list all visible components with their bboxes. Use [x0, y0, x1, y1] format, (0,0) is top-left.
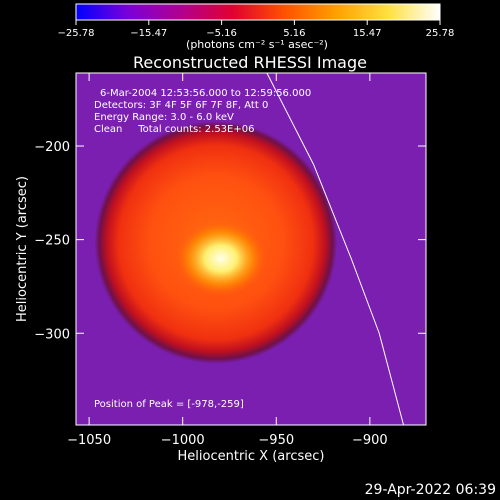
x-tick-label: −1050	[67, 433, 111, 448]
annotation-peak: Position of Peak = [-978,-259]	[94, 399, 244, 410]
x-axis-label: Heliocentric X (arcsec)	[178, 449, 325, 464]
chart-title: Reconstructed RHESSI Image	[133, 53, 367, 72]
colorbar	[75, 3, 441, 21]
colorbar-unit-label: (photons cm⁻² s⁻¹ asec⁻²)	[186, 38, 328, 51]
colorbar-tick-label: 5.16	[283, 28, 305, 39]
y-tick-label: −250	[34, 234, 70, 249]
annotation-energy: Energy Range: 3.0 - 6.0 keV	[94, 112, 234, 123]
footer-timestamp: 29-Apr-2022 06:39	[364, 482, 496, 498]
annotation-detectors: Detectors: 3F 4F 5F 6F 7F 8F, Att 0	[94, 100, 268, 111]
emission-peak	[174, 220, 267, 297]
annotation-time-range: 6-Mar-2004 12:53:56.000 to 12:59:56.000	[100, 88, 311, 99]
colorbar-tick-label: −15.47	[130, 28, 167, 39]
x-axis-ticks: −1050 −1000 −950 −900	[67, 73, 388, 448]
colorbar-tick-label: 25.78	[426, 28, 455, 39]
y-tick-label: −200	[34, 140, 70, 155]
x-tick-label: −950	[258, 433, 294, 448]
plot-frame	[75, 72, 427, 426]
solar-limb-line	[266, 73, 405, 425]
y-axis-ticks: −200 −250 −300	[34, 140, 426, 342]
colorbar-tick-label: −5.16	[206, 28, 237, 39]
colorbar-ticks: −25.78 −15.47 −5.16 5.16 15.47 25.78	[57, 20, 454, 39]
x-tick-label: −900	[352, 433, 388, 448]
y-tick-label: −300	[34, 327, 70, 342]
y-axis-label: Heliocentric Y (arcsec)	[15, 176, 30, 322]
colorbar-tick-label: 15.47	[353, 28, 382, 39]
x-tick-label: −1000	[161, 433, 205, 448]
annotation-method-counts: Clean Total counts: 2.53E+06	[94, 124, 254, 135]
colorbar-tick-label: −25.78	[57, 28, 94, 39]
